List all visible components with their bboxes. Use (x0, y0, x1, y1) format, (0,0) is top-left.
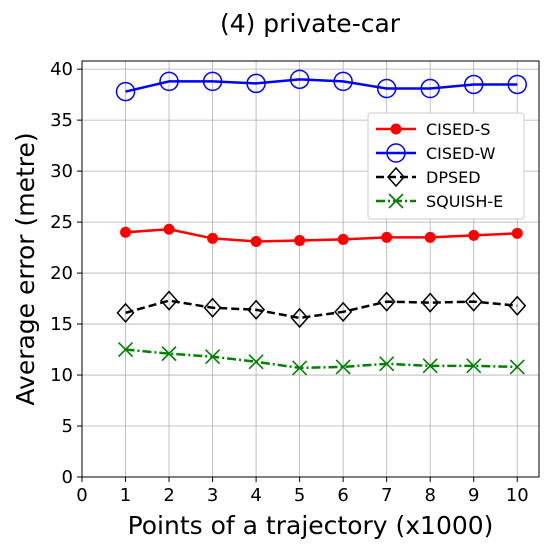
data-point-dpsed (334, 301, 353, 322)
y-tick-label: 20 (50, 263, 73, 284)
x-tick-label: 5 (294, 485, 305, 506)
data-point-cised-w (463, 74, 484, 95)
chart-title: (4) private-car (220, 9, 401, 38)
x-tick-label: 9 (468, 485, 479, 506)
data-point-cised-s (120, 226, 132, 238)
y-tick-label: 10 (50, 365, 73, 386)
data-point-cised-w (159, 71, 179, 92)
data-point-cised-s (207, 232, 219, 244)
data-point-cised-s (337, 233, 349, 245)
data-point-cised-w (507, 74, 527, 95)
legend-label-squish-e: SQUISH-E (426, 192, 503, 211)
data-point-cised-s (163, 223, 175, 235)
legend-item-squish-e: SQUISH-E (376, 192, 503, 211)
data-point-cised-s (511, 227, 523, 239)
y-tick-label: 15 (50, 314, 73, 335)
data-point-cised-s (424, 231, 436, 243)
legend-marker-cised-w (386, 143, 406, 163)
y-tick-label: 0 (62, 467, 73, 488)
data-point-cised-w (115, 81, 136, 102)
data-point-squish-e (292, 360, 308, 376)
y-axis-label: Average error (metre) (11, 132, 40, 405)
series-cised-w (115, 69, 527, 102)
data-point-squish-e (379, 356, 395, 372)
series-dpsed (116, 290, 527, 329)
x-tick-label: 8 (424, 485, 435, 506)
data-point-squish-e (466, 358, 482, 374)
legend-item-cised-s: CISED-S (376, 120, 490, 139)
data-point-cised-s (468, 229, 480, 241)
data-point-squish-e (422, 358, 438, 374)
plot-frame (81, 60, 540, 478)
legend-marker-cised-s (390, 123, 402, 135)
legend-label-cised-s: CISED-S (426, 120, 490, 139)
data-point-dpsed (377, 291, 396, 312)
series-squish-e (117, 341, 525, 376)
data-point-squish-e (161, 346, 177, 362)
series-line-dpsed (125, 299, 518, 320)
data-point-dpsed (421, 292, 440, 313)
data-point-squish-e (117, 341, 134, 358)
y-tick-label: 5 (62, 416, 73, 437)
data-point-cised-w (376, 78, 397, 99)
data-point-cised-w (289, 69, 310, 90)
series-cised-s (120, 223, 523, 247)
legend-item-dpsed: DPSED (376, 166, 481, 188)
x-axis-label: Points of a trajectory (x1000) (128, 511, 494, 540)
legend: CISED-S CISED-W DPSED SQUISH-E (367, 112, 525, 220)
x-tick-label: 10 (506, 485, 529, 506)
y-tick-label: 30 (50, 161, 73, 182)
data-point-dpsed (508, 295, 527, 316)
series-line-cised-w (125, 78, 518, 93)
x-tick-label: 7 (381, 485, 392, 506)
data-point-cised-s (381, 231, 393, 243)
x-tick-label: 0 (76, 485, 87, 506)
data-point-cised-w (420, 78, 440, 99)
data-point-squish-e (248, 354, 264, 370)
series-line-cised-s (125, 227, 518, 243)
data-point-cised-s (250, 235, 262, 247)
y-tick-label: 35 (50, 110, 73, 131)
data-point-dpsed (464, 291, 483, 312)
y-tick-label: 40 (50, 59, 73, 80)
axis-ticks: 0 1 2 3 4 5 6 7 8 9 10 0 5 10 15 20 25 30 35 40 (50, 59, 529, 506)
legend-marker-dpsed (386, 166, 406, 188)
legend-marker-squish-e (388, 193, 404, 209)
x-tick-label: 2 (163, 485, 174, 506)
x-tick-label: 1 (120, 485, 131, 506)
legend-label-cised-w: CISED-W (426, 144, 496, 163)
data-point-squish-e (509, 359, 525, 375)
series-line-squish-e (125, 348, 518, 370)
data-point-dpsed (160, 290, 179, 311)
series-layer (115, 69, 527, 376)
data-point-cised-w (333, 71, 353, 92)
legend-item-cised-w: CISED-W (376, 143, 496, 163)
data-point-squish-e (205, 349, 221, 365)
data-point-dpsed (290, 307, 309, 329)
data-point-cised-w (202, 71, 223, 92)
data-point-dpsed (116, 302, 135, 323)
legend-frame (367, 112, 525, 220)
x-tick-label: 4 (250, 485, 261, 506)
x-tick-label: 6 (337, 485, 348, 506)
data-point-cised-w (246, 73, 266, 94)
data-point-dpsed (247, 299, 266, 320)
x-tick-label: 3 (207, 485, 218, 506)
data-point-squish-e (335, 359, 351, 375)
y-tick-label: 25 (50, 212, 73, 233)
data-point-dpsed (203, 297, 222, 318)
data-point-cised-s (294, 234, 306, 246)
legend-label-dpsed: DPSED (426, 168, 481, 187)
